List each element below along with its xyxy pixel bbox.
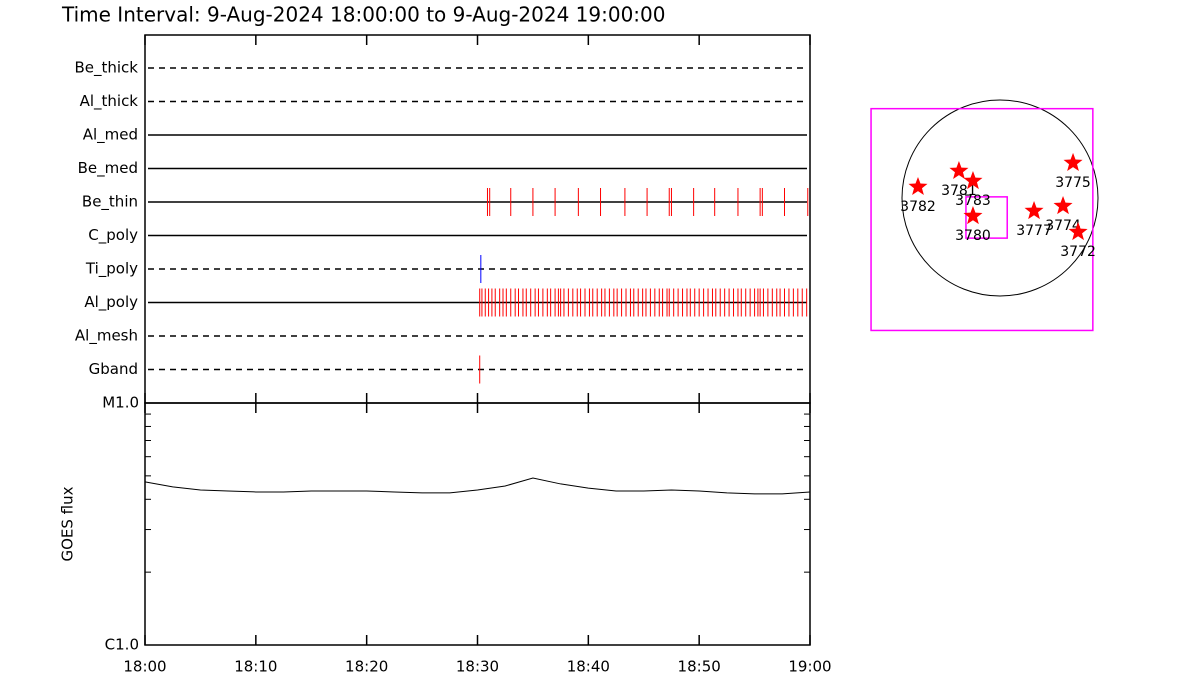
region-label: 3772 bbox=[1060, 244, 1096, 260]
x-tick-label: 18:20 bbox=[345, 658, 388, 676]
x-tick-label: 18:40 bbox=[567, 658, 610, 676]
region-star bbox=[908, 176, 928, 196]
row-label: Ti_poly bbox=[85, 260, 138, 279]
x-tick-label: 18:30 bbox=[456, 658, 499, 676]
row-label: Al_thick bbox=[80, 92, 139, 111]
x-tick-label: 19:00 bbox=[788, 658, 831, 676]
timeline-frame bbox=[144, 34, 811, 404]
row-label: Be_thin bbox=[82, 193, 138, 212]
goes-frame bbox=[144, 402, 811, 646]
region-label: 3780 bbox=[955, 228, 991, 244]
row-label: Al_med bbox=[83, 126, 138, 145]
region-star bbox=[1024, 201, 1044, 220]
region-star bbox=[1063, 152, 1083, 172]
region-star bbox=[949, 160, 969, 180]
y-tick-label: C1.0 bbox=[105, 636, 139, 654]
fov-box bbox=[870, 107, 1094, 332]
row-label: Be_thick bbox=[74, 59, 138, 78]
x-tick-label: 18:50 bbox=[678, 658, 721, 676]
region-label: 3775 bbox=[1055, 175, 1091, 191]
region-label: 3783 bbox=[955, 193, 991, 209]
row-label: Al_mesh bbox=[75, 327, 138, 346]
region-star bbox=[1053, 196, 1073, 215]
row-label: Gband bbox=[89, 360, 138, 378]
region-star bbox=[963, 170, 983, 190]
chart-title: Time Interval: 9-Aug-2024 18:00:00 to 9-… bbox=[61, 3, 666, 27]
y-axis-label: GOES flux bbox=[59, 486, 77, 561]
region-label: 3777 bbox=[1016, 223, 1052, 239]
region-label: 3782 bbox=[900, 199, 936, 215]
solar-disk bbox=[901, 99, 1099, 297]
region-star bbox=[963, 206, 983, 225]
x-tick-label: 18:10 bbox=[234, 658, 277, 676]
goes-line bbox=[144, 477, 811, 495]
row-label: C_poly bbox=[88, 226, 138, 245]
y-tick-label: M1.0 bbox=[102, 394, 139, 412]
row-label: Al_poly bbox=[84, 293, 138, 312]
region-star bbox=[1068, 222, 1088, 241]
x-tick-label: 18:00 bbox=[123, 658, 166, 676]
fov-box bbox=[965, 196, 1008, 239]
row-label: Be_med bbox=[78, 159, 138, 178]
